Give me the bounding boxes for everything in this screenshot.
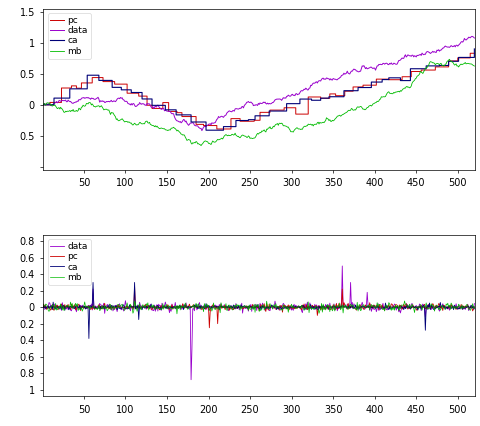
ca <box>159 305 165 310</box>
Legend: pc, data, ca, mb: pc, data, ca, mb <box>48 13 91 58</box>
ca <box>40 102 46 107</box>
mb <box>471 304 477 309</box>
mb <box>174 311 180 317</box>
data <box>199 128 205 133</box>
Line: mb: mb <box>43 59 474 146</box>
ca <box>471 306 477 311</box>
mb <box>422 66 428 71</box>
mb <box>157 307 163 312</box>
data <box>378 62 384 67</box>
ca <box>203 128 209 133</box>
ca <box>379 305 385 311</box>
pc <box>206 325 212 330</box>
ca <box>385 306 391 311</box>
data <box>469 34 475 39</box>
mb <box>471 63 477 69</box>
data <box>384 61 390 66</box>
ca <box>423 305 429 310</box>
pc <box>378 77 384 82</box>
data <box>339 263 345 268</box>
mb <box>52 102 58 107</box>
pc <box>157 106 163 111</box>
pc <box>422 67 428 72</box>
Line: pc: pc <box>43 53 474 129</box>
Line: mb: mb <box>43 301 474 314</box>
data <box>157 106 163 111</box>
ca <box>90 280 96 285</box>
data <box>471 301 477 306</box>
data <box>423 305 429 311</box>
ca <box>422 66 428 71</box>
mb <box>92 104 97 109</box>
pc <box>471 51 477 56</box>
pc <box>40 302 46 307</box>
data <box>40 305 46 311</box>
ca <box>40 304 46 309</box>
Line: ca: ca <box>43 282 474 339</box>
mb <box>423 300 429 305</box>
mb <box>378 303 384 308</box>
pc <box>158 303 164 308</box>
mb <box>384 306 390 311</box>
ca <box>94 306 99 311</box>
data <box>157 303 163 308</box>
Legend: data, pc, ca, mb: data, pc, ca, mb <box>48 239 91 285</box>
ca <box>384 77 390 82</box>
data <box>92 97 97 102</box>
mb <box>402 298 408 303</box>
mb <box>92 305 97 311</box>
mb <box>384 91 390 96</box>
pc <box>423 305 429 310</box>
Line: pc: pc <box>43 287 474 328</box>
mb <box>198 143 204 148</box>
data <box>52 302 58 307</box>
pc <box>52 303 58 308</box>
pc <box>471 305 477 310</box>
pc <box>40 102 46 107</box>
data <box>40 102 46 107</box>
Line: ca: ca <box>43 49 474 130</box>
ca <box>471 46 477 52</box>
data <box>52 101 58 106</box>
pc <box>468 51 473 56</box>
ca <box>86 336 92 341</box>
data <box>188 377 194 382</box>
pc <box>384 77 390 82</box>
pc <box>385 304 391 309</box>
pc <box>92 75 97 80</box>
mb <box>40 102 46 107</box>
pc <box>92 307 97 312</box>
pc <box>214 127 220 132</box>
pc <box>132 284 137 289</box>
data <box>422 52 428 57</box>
data <box>92 307 97 312</box>
pc <box>379 302 385 308</box>
ca <box>52 305 58 310</box>
ca <box>157 103 163 108</box>
Line: data: data <box>43 36 474 131</box>
mb <box>157 126 163 131</box>
mb <box>40 302 46 307</box>
pc <box>52 100 58 105</box>
data <box>379 305 385 310</box>
data <box>471 35 477 40</box>
ca <box>378 80 384 85</box>
mb <box>378 94 384 99</box>
ca <box>52 95 58 101</box>
ca <box>92 73 97 78</box>
mb <box>446 57 452 62</box>
Line: data: data <box>43 266 474 380</box>
mb <box>52 307 58 312</box>
data <box>385 306 391 311</box>
